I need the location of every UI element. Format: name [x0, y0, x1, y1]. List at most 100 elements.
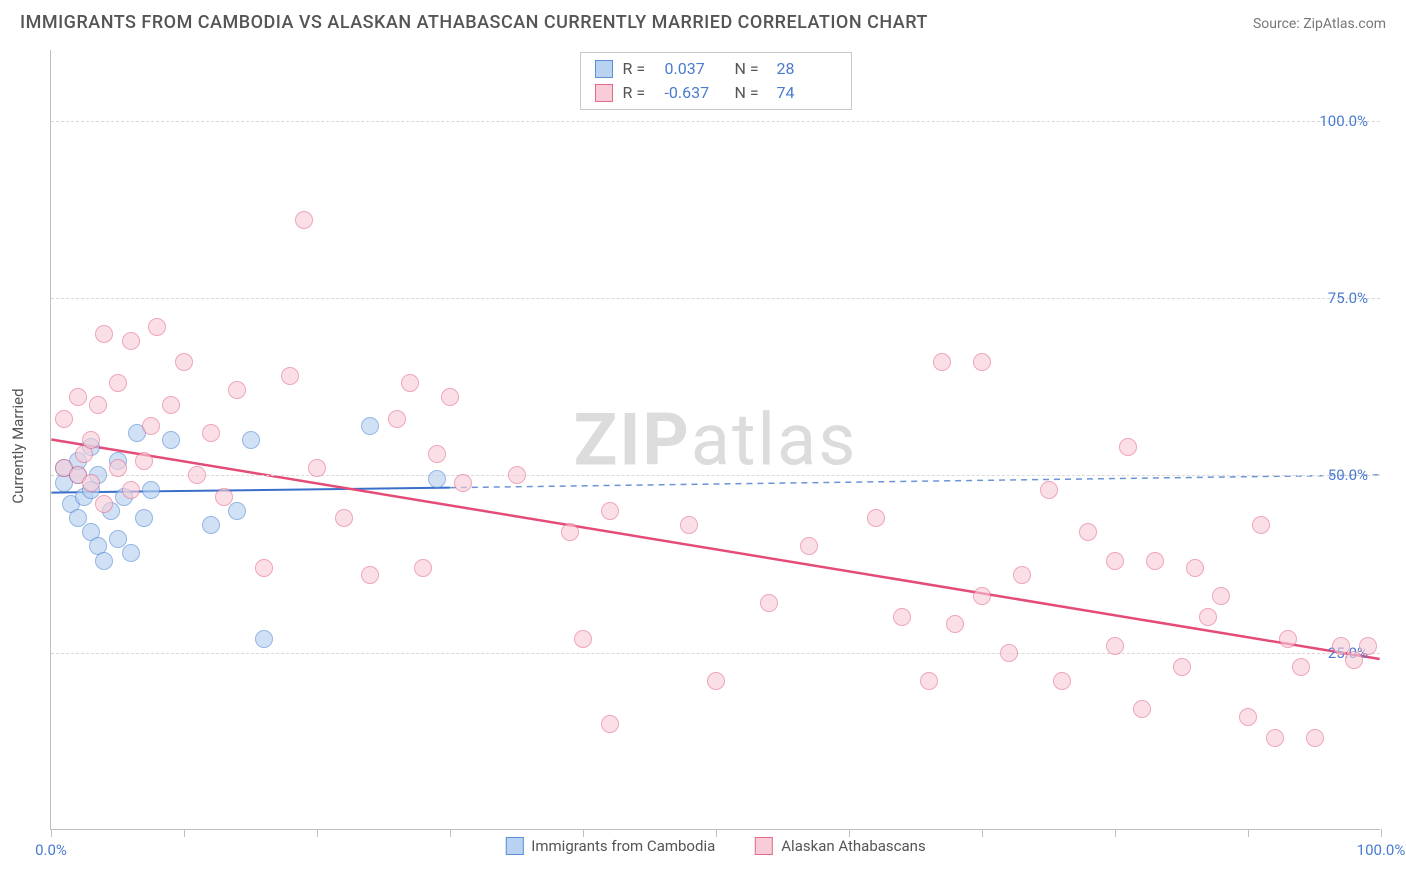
bottom-legend: Immigrants from Cambodia Alaskan Athabasc… [505, 837, 925, 855]
scatter-point-athabascan [89, 396, 107, 414]
scatter-point-athabascan [255, 559, 273, 577]
scatter-point-athabascan [946, 615, 964, 633]
scatter-point-athabascan [1053, 672, 1071, 690]
x-tick [716, 829, 717, 837]
scatter-point-athabascan [760, 594, 778, 612]
scatter-point-athabascan [1000, 644, 1018, 662]
legend-label: Alaskan Athabascans [781, 837, 925, 855]
scatter-point-athabascan [1013, 566, 1031, 584]
x-tick [184, 829, 185, 837]
legend-swatch [505, 837, 523, 855]
source-attribution: Source: ZipAtlas.com [1253, 16, 1386, 32]
scatter-point-cambodia [142, 481, 160, 499]
scatter-point-athabascan [1345, 651, 1363, 669]
legend-item-cambodia: Immigrants from Cambodia [505, 837, 715, 855]
y-axis-label: Currently Married [9, 388, 27, 503]
stats-row-cambodia: R =0.037N =28 [595, 57, 837, 81]
legend-label: Immigrants from Cambodia [531, 837, 715, 855]
scatter-point-athabascan [680, 516, 698, 534]
scatter-point-athabascan [95, 325, 113, 343]
scatter-point-athabascan [1306, 729, 1324, 747]
scatter-point-athabascan [1212, 587, 1230, 605]
x-tick [51, 829, 52, 837]
scatter-point-athabascan [1186, 559, 1204, 577]
scatter-point-athabascan [215, 488, 233, 506]
scatter-point-athabascan [508, 466, 526, 484]
scatter-point-cambodia [202, 516, 220, 534]
scatter-point-athabascan [148, 318, 166, 336]
x-tick-label: 0.0% [35, 841, 67, 859]
y-tick-label: 50.0% [1328, 466, 1368, 484]
scatter-point-athabascan [281, 367, 299, 385]
plot-area: ZIPatlas R =0.037N =28R =-0.637N =74 Imm… [50, 50, 1380, 830]
chart-title: IMMIGRANTS FROM CAMBODIA VS ALASKAN ATHA… [20, 12, 928, 33]
scatter-point-athabascan [109, 459, 127, 477]
scatter-point-athabascan [388, 410, 406, 428]
scatter-point-athabascan [69, 388, 87, 406]
scatter-point-athabascan [1173, 658, 1191, 676]
stats-row-athabascan: R =-0.637N =74 [595, 81, 837, 105]
scatter-point-athabascan [228, 381, 246, 399]
legend-item-athabascan: Alaskan Athabascans [755, 837, 925, 855]
n-label: N = [735, 81, 767, 105]
scatter-point-athabascan [1146, 552, 1164, 570]
scatter-point-athabascan [1106, 637, 1124, 655]
scatter-point-athabascan [109, 374, 127, 392]
scatter-point-athabascan [202, 424, 220, 442]
scatter-point-athabascan [188, 466, 206, 484]
scatter-point-athabascan [401, 374, 419, 392]
scatter-point-athabascan [1119, 438, 1137, 456]
scatter-point-athabascan [1239, 708, 1257, 726]
scatter-point-athabascan [867, 509, 885, 527]
gridline [51, 121, 1380, 122]
y-tick-label: 75.0% [1328, 289, 1368, 307]
scatter-point-athabascan [973, 353, 991, 371]
trend-line [51, 440, 1379, 660]
scatter-point-athabascan [454, 474, 472, 492]
scatter-point-athabascan [893, 608, 911, 626]
scatter-point-athabascan [601, 502, 619, 520]
n-value: 28 [777, 57, 837, 81]
scatter-point-athabascan [82, 431, 100, 449]
correlation-stats-box: R =0.037N =28R = -0.637 N = 74 [580, 52, 852, 110]
legend-swatch [595, 60, 613, 78]
scatter-point-athabascan [1252, 516, 1270, 534]
scatter-point-athabascan [574, 630, 592, 648]
trend-line [450, 475, 1380, 488]
scatter-point-cambodia [135, 509, 153, 527]
scatter-point-athabascan [142, 417, 160, 435]
scatter-point-athabascan [308, 459, 326, 477]
n-value: 74 [777, 81, 837, 105]
scatter-point-athabascan [361, 566, 379, 584]
scatter-point-cambodia [109, 530, 127, 548]
r-value: -0.637 [665, 81, 725, 105]
gridline [51, 475, 1380, 476]
scatter-point-athabascan [122, 481, 140, 499]
scatter-point-athabascan [1266, 729, 1284, 747]
scatter-point-athabascan [1279, 630, 1297, 648]
scatter-point-athabascan [1106, 552, 1124, 570]
scatter-point-athabascan [295, 211, 313, 229]
scatter-point-cambodia [255, 630, 273, 648]
scatter-point-athabascan [55, 410, 73, 428]
x-tick [982, 829, 983, 837]
scatter-point-athabascan [122, 332, 140, 350]
scatter-point-athabascan [175, 353, 193, 371]
scatter-point-athabascan [800, 537, 818, 555]
r-label: R = [623, 57, 655, 81]
scatter-point-athabascan [82, 474, 100, 492]
x-tick [1381, 829, 1382, 837]
watermark-bold: ZIP [574, 397, 691, 482]
legend-swatch [755, 837, 773, 855]
scatter-point-cambodia [242, 431, 260, 449]
x-tick [317, 829, 318, 837]
scatter-point-cambodia [361, 417, 379, 435]
scatter-point-athabascan [414, 559, 432, 577]
y-tick-label: 100.0% [1319, 112, 1368, 130]
scatter-point-cambodia [162, 431, 180, 449]
gridline [51, 653, 1380, 654]
scatter-point-athabascan [1133, 700, 1151, 718]
x-tick-label: 100.0% [1357, 841, 1406, 859]
scatter-point-athabascan [135, 452, 153, 470]
x-tick [1115, 829, 1116, 837]
